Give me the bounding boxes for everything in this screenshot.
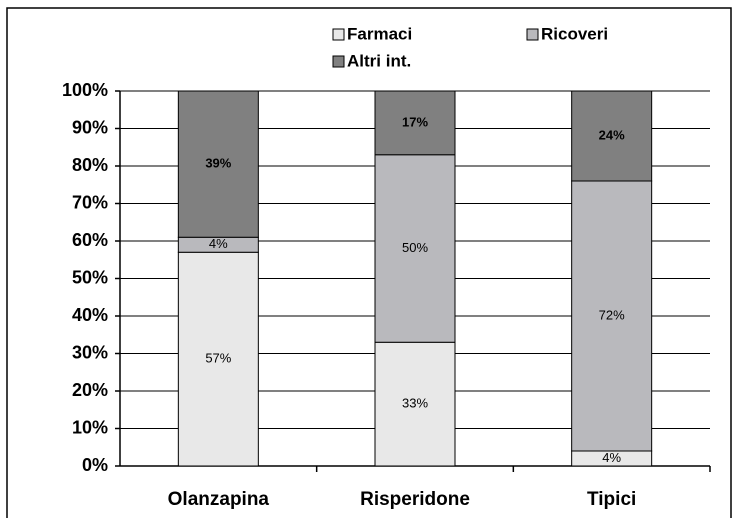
bar-segment (571, 180, 653, 452)
bar-segment (177, 90, 259, 238)
x-tick-label: Tipici (587, 489, 636, 510)
bar-segment (177, 251, 259, 467)
data-label: 33% (402, 396, 428, 411)
y-tick-label: 70% (72, 192, 108, 212)
y-tick-label: 60% (72, 230, 108, 250)
y-tick-label: 90% (72, 117, 108, 137)
y-tick-label: 40% (72, 305, 108, 325)
bar-segment (374, 90, 456, 156)
data-label: 17% (402, 114, 428, 129)
y-tick-label: 10% (72, 417, 108, 437)
data-label: 72% (599, 307, 625, 322)
frame (6, 7, 732, 518)
bar-segment (571, 90, 653, 182)
legend-swatch (332, 28, 345, 41)
y-tick-label: 0% (82, 455, 108, 475)
data-label: 50% (402, 240, 428, 255)
x-tick-label: Olanzapina (168, 489, 270, 510)
data-label: 4% (209, 236, 228, 251)
bar-segment (374, 154, 456, 343)
y-tick-label: 50% (72, 267, 108, 287)
data-label: 4% (602, 450, 621, 465)
bar-segment (374, 341, 456, 467)
legend-label: Altri int. (347, 51, 411, 70)
y-tick-label: 100% (62, 80, 108, 100)
x-tick-label: Risperidone (360, 489, 470, 510)
legend-label: Farmaci (347, 24, 412, 43)
y-tick-label: 20% (72, 380, 108, 400)
y-tick-label: 80% (72, 155, 108, 175)
data-label: 24% (599, 127, 625, 142)
y-tick-label: 30% (72, 342, 108, 362)
legend-swatch (526, 28, 539, 41)
data-label: 39% (205, 156, 231, 171)
legend-label: Ricoveri (541, 24, 608, 43)
legend-swatch (332, 55, 345, 68)
data-label: 57% (205, 351, 231, 366)
